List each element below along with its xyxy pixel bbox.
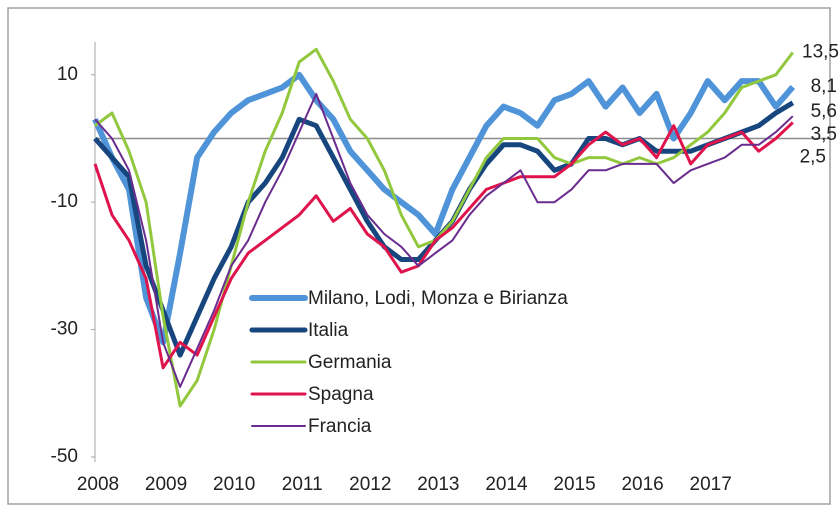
x-tick-label: 2010 <box>213 474 255 495</box>
legend-label: Francia <box>308 416 372 437</box>
x-tick-label: 2009 <box>145 474 187 495</box>
x-tick-label: 2017 <box>690 474 732 495</box>
frame <box>7 7 831 505</box>
x-tick-label: 2016 <box>621 474 663 495</box>
end-label: 8,1 <box>811 76 837 97</box>
y-tick-label: -10 <box>51 191 78 212</box>
end-label: 5,6 <box>811 101 837 122</box>
y-tick-label: 10 <box>57 64 78 85</box>
end-label: 2,5 <box>800 147 826 168</box>
legend-label: Italia <box>308 320 349 341</box>
legend-label: Milano, Lodi, Monza e Birianza <box>308 288 568 309</box>
legend-label: Spagna <box>308 384 374 405</box>
x-tick-label: 2013 <box>417 474 459 495</box>
x-tick-label: 2008 <box>77 474 119 495</box>
x-tick-label: 2014 <box>485 474 528 495</box>
x-tick-label: 2015 <box>553 474 595 495</box>
series-line <box>93 121 794 370</box>
x-tick-label: 2012 <box>349 474 391 495</box>
end-label: 3,5 <box>811 124 837 145</box>
series-line <box>94 47 794 408</box>
legend-label: Germania <box>308 352 392 373</box>
end-label: 13,5 <box>802 41 839 62</box>
y-tick-label: -30 <box>51 319 78 340</box>
x-tick-label: 2011 <box>282 474 323 495</box>
series-line <box>94 92 794 388</box>
y-tick-label: -50 <box>51 446 78 467</box>
